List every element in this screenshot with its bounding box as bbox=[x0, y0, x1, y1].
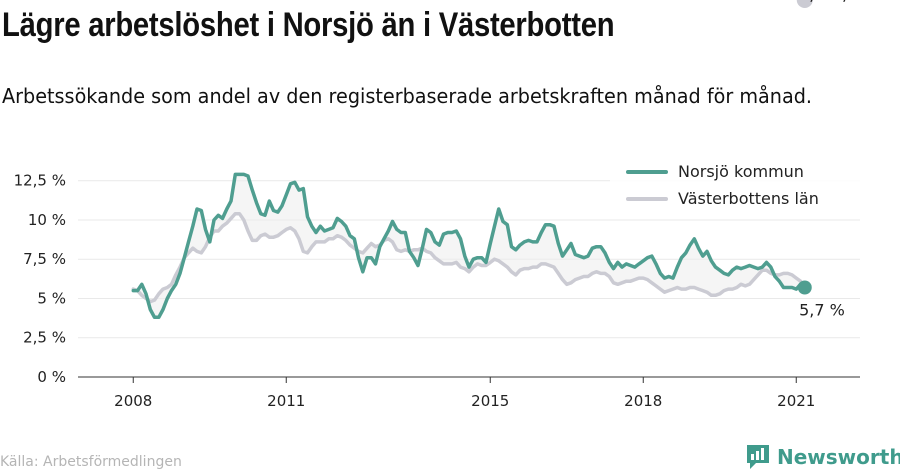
end-label-difference: 0,4 % bbox=[832, 0, 878, 4]
series-layer bbox=[131, 172, 807, 320]
source-note: Källa: Arbetsförmedlingen bbox=[0, 454, 182, 470]
x-tick-label: 2018 bbox=[624, 392, 662, 410]
newsworthy-logo-icon bbox=[747, 445, 769, 469]
y-tick-label: 12,5 % bbox=[14, 172, 66, 190]
end-marker-vasterbotten bbox=[796, 0, 813, 8]
x-tick-label: 2008 bbox=[114, 392, 152, 410]
x-tick-label: 2015 bbox=[471, 392, 509, 410]
axes: 0 % 2,5 % 5 % 7,5 % 10 % 12,5 % 2008 2011 2015 20… bbox=[14, 172, 860, 410]
difference-area bbox=[133, 174, 805, 318]
end-label-top: 6,1 % bbox=[799, 0, 845, 4]
brand-logo[interactable]: Newsworthy bbox=[745, 441, 900, 473]
chart-subtitle: Arbetssökande som andel av den registerb… bbox=[2, 84, 813, 108]
legend-entry: Västerbottens län bbox=[678, 189, 819, 208]
series-line-norsjo bbox=[131, 172, 807, 320]
x-tick-label: 2011 bbox=[267, 392, 305, 410]
y-tick-label: 10 % bbox=[28, 211, 66, 229]
series-line-vasterbotten bbox=[131, 211, 803, 304]
end-marker-norsjo bbox=[797, 280, 812, 295]
legend-entry: Norsjö kommun bbox=[678, 162, 804, 181]
end-markers: 6,1 %0,4 % 5,7 % bbox=[796, 0, 878, 319]
chart-title: Lägre arbetslöshet i Norsjö än i Västerb… bbox=[2, 6, 615, 44]
end-label-bottom: 5,7 % bbox=[799, 300, 845, 319]
y-tick-label: 2,5 % bbox=[23, 329, 66, 347]
x-tick-label: 2021 bbox=[777, 392, 815, 410]
y-tick-label: 0 % bbox=[37, 368, 66, 386]
y-tick-label: 7,5 % bbox=[23, 250, 66, 268]
y-tick-label: 5 % bbox=[37, 289, 66, 307]
brand-name: Newsworthy bbox=[777, 445, 900, 469]
legend: Norsjö kommun Västerbottens län bbox=[610, 159, 860, 212]
